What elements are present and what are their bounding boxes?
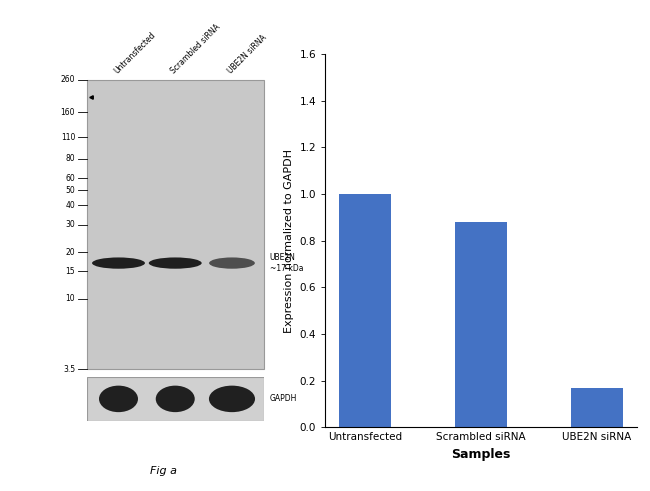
Bar xyxy=(339,194,391,427)
Bar xyxy=(571,387,623,427)
Text: 10: 10 xyxy=(66,294,75,303)
Text: Untransfected: Untransfected xyxy=(112,30,157,76)
Text: GAPDH: GAPDH xyxy=(269,394,296,404)
Text: 15: 15 xyxy=(66,267,75,276)
Text: UBE2N siRNA: UBE2N siRNA xyxy=(226,33,268,76)
Ellipse shape xyxy=(209,257,255,269)
Ellipse shape xyxy=(149,257,202,269)
X-axis label: Samples: Samples xyxy=(451,448,511,461)
Ellipse shape xyxy=(156,385,195,412)
Text: Scrambled siRNA: Scrambled siRNA xyxy=(169,23,222,76)
Bar xyxy=(86,80,264,369)
Text: 40: 40 xyxy=(66,201,75,210)
Ellipse shape xyxy=(99,385,138,412)
Bar xyxy=(455,222,507,427)
Ellipse shape xyxy=(92,257,145,269)
Text: UBE2N
~17 kDa: UBE2N ~17 kDa xyxy=(270,253,303,273)
Text: 110: 110 xyxy=(60,133,75,142)
Text: Fig a: Fig a xyxy=(150,466,177,476)
Y-axis label: Expression normalized to GAPDH: Expression normalized to GAPDH xyxy=(284,149,294,332)
Ellipse shape xyxy=(209,385,255,412)
Text: 260: 260 xyxy=(60,75,75,84)
Text: 60: 60 xyxy=(66,174,75,183)
Text: 30: 30 xyxy=(66,220,75,229)
Text: 3.5: 3.5 xyxy=(63,365,75,374)
Text: 80: 80 xyxy=(66,154,75,164)
Text: 50: 50 xyxy=(66,186,75,195)
Text: 160: 160 xyxy=(60,108,75,117)
Text: 20: 20 xyxy=(66,247,75,257)
